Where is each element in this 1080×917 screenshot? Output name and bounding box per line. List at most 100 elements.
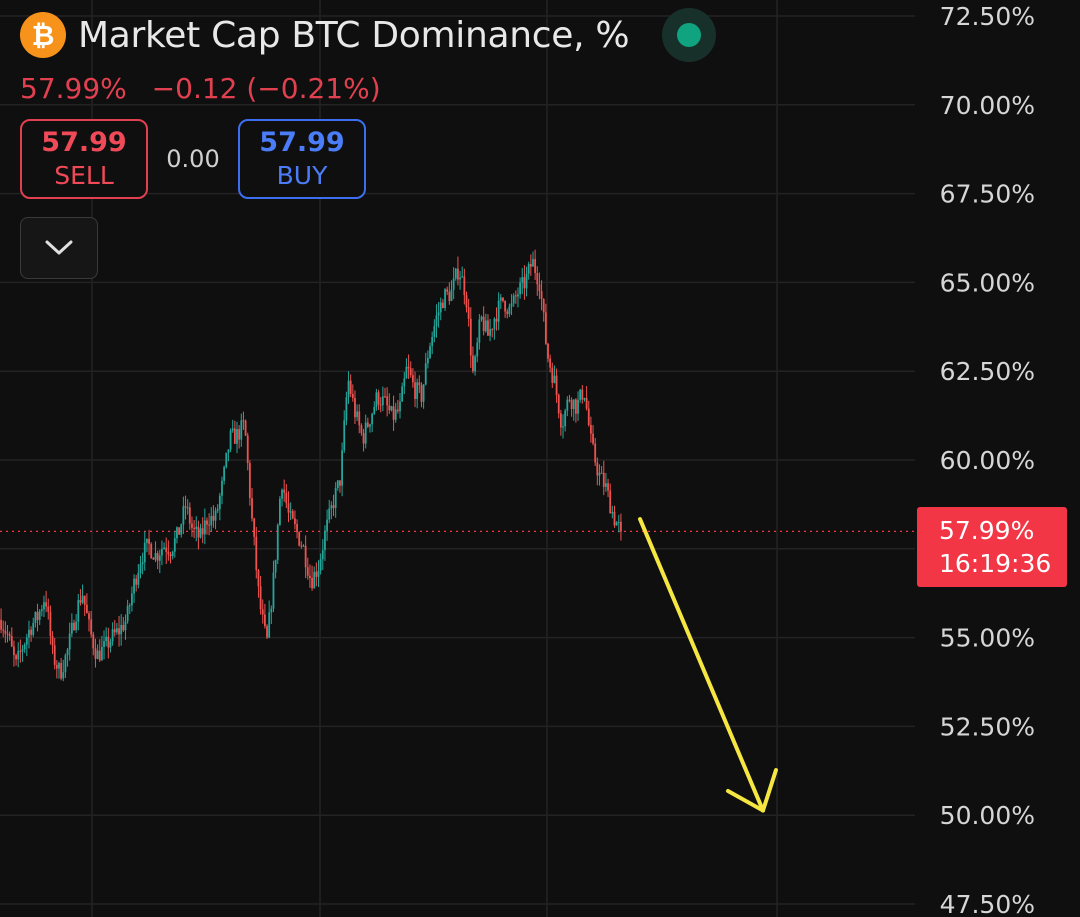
candle-body (420, 385, 423, 402)
candle-body (594, 443, 597, 463)
candle-body (244, 420, 247, 436)
candle-body (540, 290, 543, 299)
candle-body (165, 547, 168, 552)
candle-body (519, 282, 522, 295)
candle-body (120, 624, 123, 635)
candle-body (51, 636, 54, 646)
candle-body (66, 649, 69, 656)
candle-body (615, 522, 618, 526)
candle-body (379, 404, 382, 406)
candle-body (512, 295, 515, 304)
candle-body (478, 319, 481, 343)
candle-body (414, 382, 416, 399)
candle-body (296, 524, 298, 533)
candle-body (135, 578, 138, 585)
candle-body (186, 507, 189, 509)
y-tick-label: 50.00% (940, 801, 1035, 830)
candle-body (98, 650, 101, 661)
candle-body (403, 378, 406, 387)
y-tick-label: 67.50% (940, 180, 1035, 209)
market-status-dot-icon (677, 23, 701, 47)
candle-body (2, 629, 5, 631)
candle-body (459, 277, 461, 280)
candle-body (542, 298, 545, 313)
candle-body (321, 550, 324, 560)
candle-body (523, 277, 526, 289)
candle-body (30, 629, 32, 635)
candle-body (510, 303, 513, 307)
candle-body (25, 637, 28, 645)
candle-body (231, 428, 234, 431)
candle-body (529, 264, 532, 267)
candle-body (6, 633, 9, 635)
candle-body (64, 655, 67, 673)
candle-body (55, 664, 58, 669)
candle-body (330, 505, 333, 509)
candle-body (163, 547, 165, 549)
candle-body (83, 595, 86, 605)
candle-body (154, 553, 157, 560)
candle-body (452, 278, 455, 290)
candle-body (279, 498, 281, 526)
candle-body (362, 433, 365, 444)
candle-body (517, 294, 519, 297)
candle-body (143, 542, 146, 563)
trend-arrow (638, 517, 778, 813)
candle-body (268, 612, 271, 638)
candle-body (343, 420, 346, 451)
market-status-indicator[interactable] (662, 8, 716, 62)
candle-body (557, 394, 560, 414)
candle-body (21, 649, 24, 652)
candle-body (208, 524, 211, 526)
candle-body (366, 422, 369, 427)
candle-body (390, 406, 393, 411)
candle-body (156, 553, 159, 561)
buy-button[interactable]: 57.99 BUY (238, 119, 366, 199)
bar-countdown: 16:19:36 (939, 549, 1052, 578)
candle-body (32, 622, 35, 635)
candle-body (457, 268, 459, 280)
candle-body (319, 559, 322, 571)
candle-body (422, 384, 425, 402)
candle-body (407, 366, 410, 369)
candle-body (437, 312, 440, 316)
candle-body (579, 389, 582, 400)
candle-body (487, 320, 489, 336)
candle-body (620, 521, 622, 532)
candle-body (283, 489, 286, 493)
candle-body (266, 626, 268, 638)
candle-body (467, 307, 470, 319)
candle-body (375, 392, 378, 408)
candle-body (242, 420, 245, 422)
candle-body (549, 358, 552, 368)
candle-body (240, 420, 243, 440)
last-value: 57.99% (20, 72, 127, 105)
candle-body (169, 554, 172, 557)
candle-body (182, 506, 185, 525)
candle-body (171, 551, 174, 557)
candle-body (373, 407, 376, 414)
candle-body (109, 641, 112, 648)
sell-button[interactable]: 57.99 SELL (20, 119, 148, 199)
candle-body (210, 515, 213, 526)
candle-body (568, 399, 571, 401)
candle-body (570, 400, 573, 410)
y-tick-label: 62.50% (940, 357, 1035, 386)
candle-body (227, 449, 230, 453)
candle-body (508, 306, 511, 314)
candle-body (70, 622, 73, 634)
collapse-button[interactable] (20, 217, 98, 279)
candle-body (107, 636, 110, 648)
candle-body (611, 511, 614, 514)
candle-body (94, 648, 97, 659)
candle-body (302, 545, 305, 547)
candle-body (358, 411, 361, 426)
candle-body (304, 545, 307, 568)
candle-body (221, 480, 223, 496)
candle-body (191, 523, 193, 528)
candle-body (555, 375, 558, 395)
candle-body (596, 462, 599, 476)
price-axis[interactable]: 72.50% 70.00% 67.50% 65.00% 62.50% 60.00% 55.0… (940, 2, 1035, 917)
candle-body (73, 622, 75, 631)
candle-body (592, 433, 594, 444)
